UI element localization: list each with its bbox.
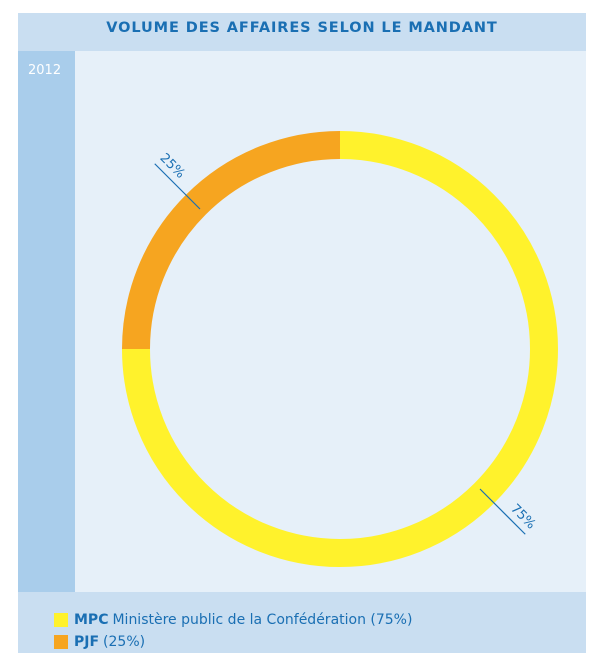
donut-chart: 75% 25% (122, 131, 558, 567)
legend-item-mpc: MPC Ministère public de la Confédération… (54, 609, 412, 631)
chart-panel: VOLUME DES AFFAIRES SELON LE MANDANT 201… (18, 13, 586, 653)
legend-key-mpc: MPC (74, 612, 109, 628)
leader-line-pjf (154, 163, 201, 210)
leader-line-mpc (479, 488, 526, 535)
plot-area: 75% 25% (75, 51, 586, 592)
year-label: 2012 (28, 63, 62, 78)
year-strip: 2012 (18, 51, 75, 592)
chart-title: VOLUME DES AFFAIRES SELON LE MANDANT (106, 20, 498, 36)
legend-label-pjf: (25%) (103, 634, 146, 650)
legend-label-mpc: Ministère public de la Confédération (75… (112, 612, 413, 628)
legend-swatch-mpc (54, 613, 68, 627)
legend: MPC Ministère public de la Confédération… (54, 609, 412, 653)
legend-item-pjf: PJF (25%) (54, 631, 412, 653)
data-label-mpc: 75% (507, 501, 538, 532)
legend-key-pjf: PJF (74, 634, 100, 650)
data-label-pjf: 25% (157, 151, 188, 182)
legend-swatch-pjf (54, 635, 68, 649)
